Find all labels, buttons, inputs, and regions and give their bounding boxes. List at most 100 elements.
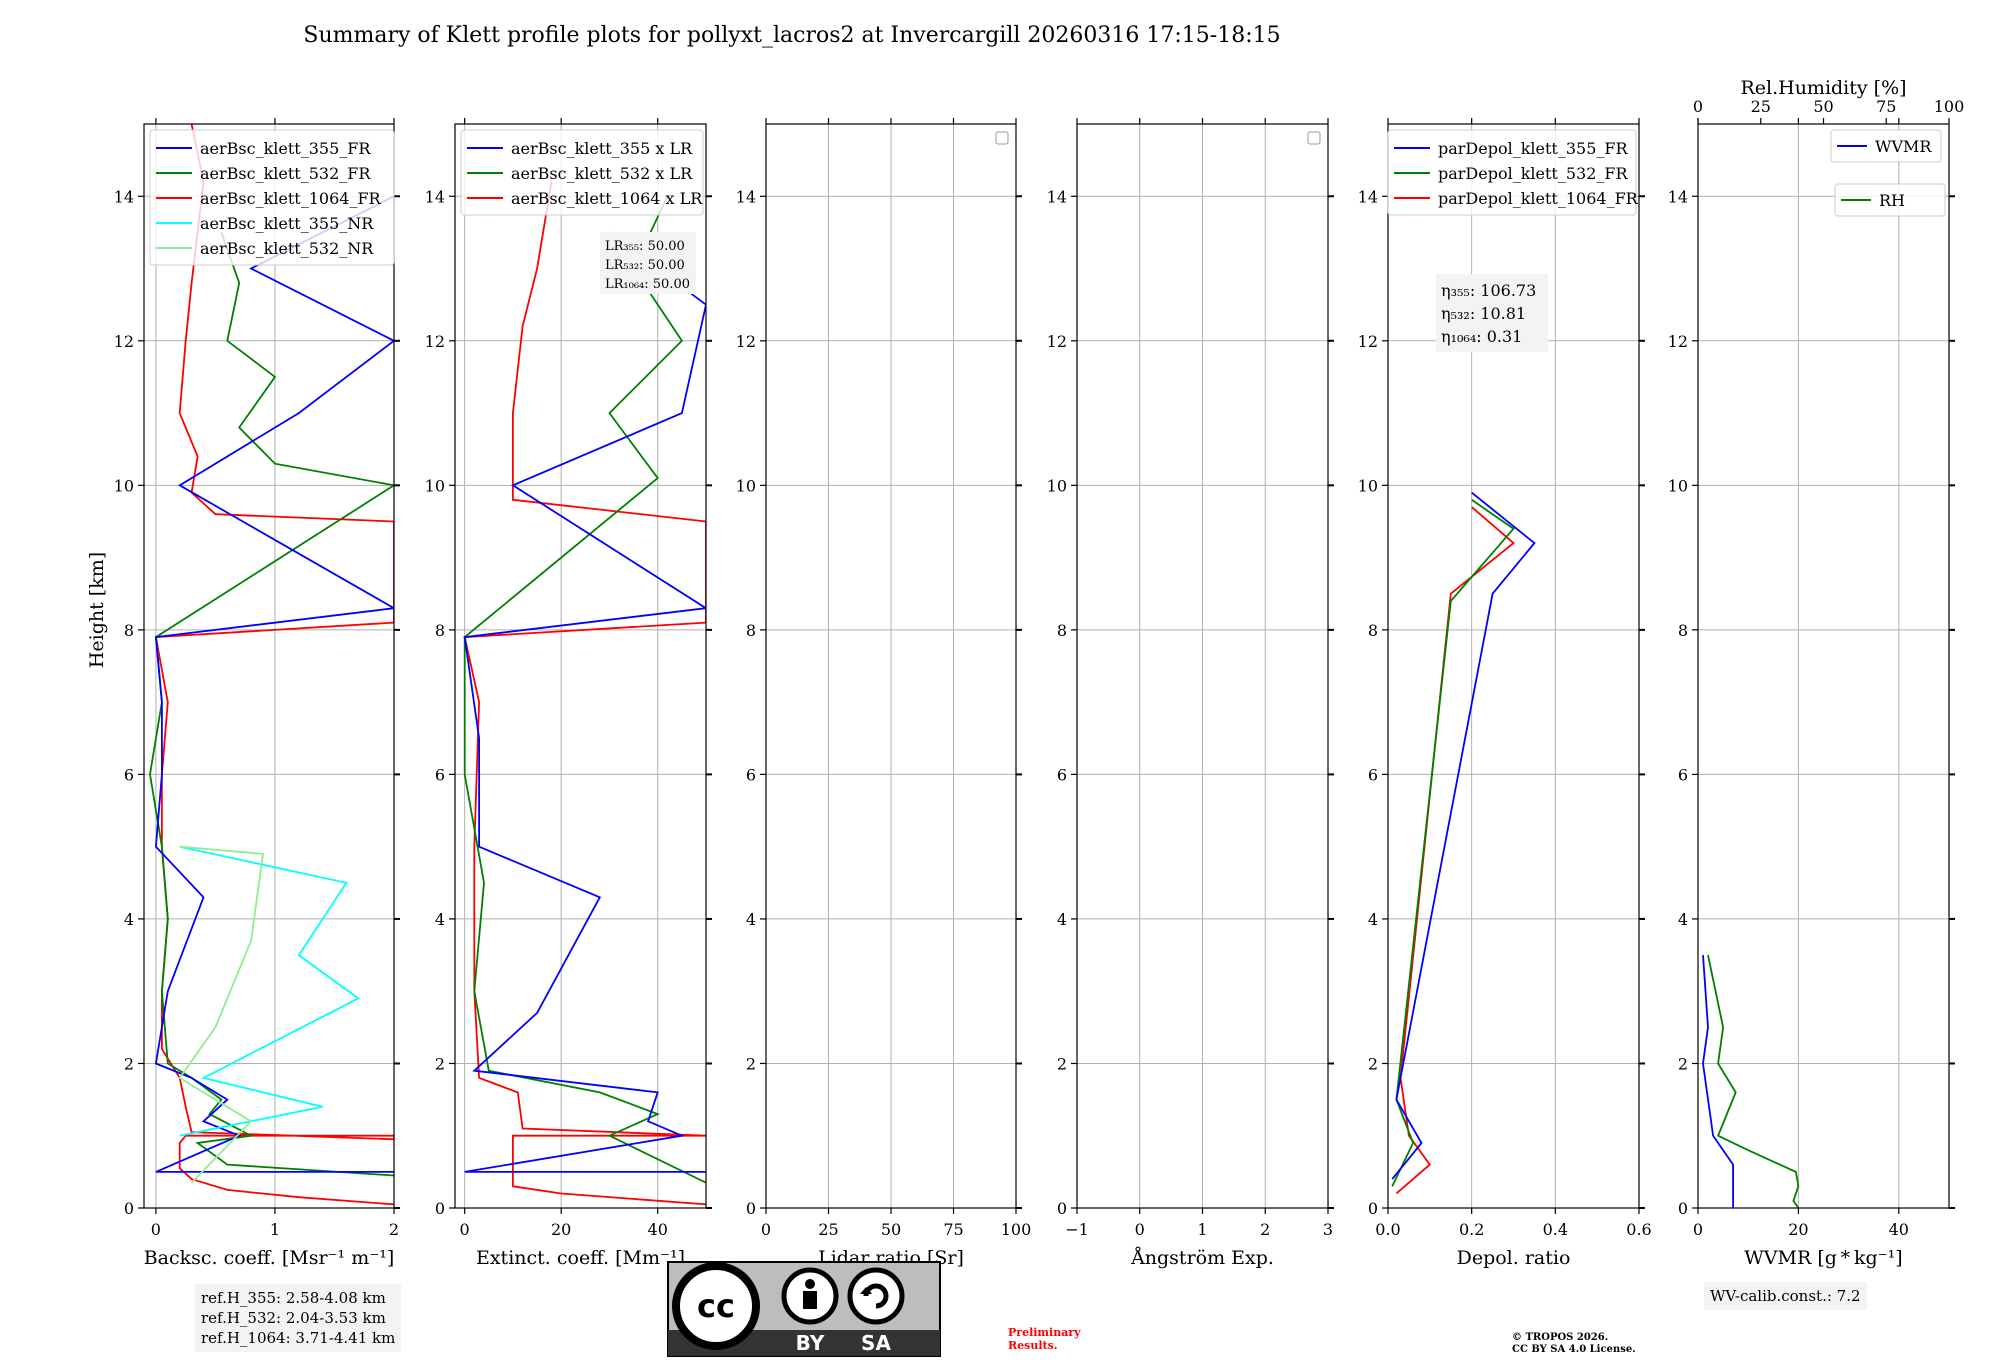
legend-entry: aerBsc_klett_1064 x LR (511, 189, 703, 208)
y-tick-label: 2 (1678, 1054, 1688, 1073)
copyright-note: © TROPOS 2026. CC BY SA 4.0 License. (1512, 1332, 1636, 1356)
y-tick-label: 12 (736, 332, 756, 351)
legend-entry: aerBsc_klett_355_NR (200, 214, 374, 233)
y-tick-label: 14 (425, 187, 445, 206)
legend-entry: WVMR (1875, 137, 1932, 156)
y-tick-label: 6 (1368, 765, 1378, 784)
legend-entry: aerBsc_klett_1064_FR (200, 189, 382, 208)
y-tick-label: 4 (1678, 910, 1688, 929)
series-line-aerBsc_klett_355_NR (179, 845, 361, 1137)
series-line-aerBsc_klett_532_NR (178, 845, 265, 1184)
y-tick-label: 2 (124, 1054, 134, 1073)
x-tick-label: 0 (460, 1220, 470, 1239)
x-tick-label: 2 (1260, 1220, 1270, 1239)
panel-frame (143, 123, 395, 1209)
cc-icon (672, 1262, 760, 1350)
legend-entry: aerBsc_klett_532_NR (200, 239, 374, 258)
series-line-parDepol_klett_532_FR (1391, 499, 1515, 1187)
y-tick-label: 2 (1057, 1054, 1067, 1073)
legend-box (460, 129, 704, 216)
wv-calib-text: WV-calib.const.: 7.2 (1710, 1287, 1861, 1305)
series-line-aerBsc_klett_355 x LR (463, 231, 706, 1173)
panel-series (149, 124, 394, 1206)
x-tick-label: 20 (551, 1220, 571, 1239)
panel-series (463, 181, 706, 1206)
top-tick-label: 0 (1693, 97, 1703, 116)
x-tick-label: 40 (1889, 1220, 1909, 1239)
y-tick-label: 2 (746, 1054, 756, 1073)
series-line-aerBsc_klett_532_FR (149, 232, 394, 1177)
series-line-aerBsc_klett_532 x LR (463, 195, 706, 1184)
legend-box (149, 129, 395, 266)
legend-box (1830, 129, 1942, 163)
top-axis-label: Rel.Humidity [%] (1740, 77, 1906, 99)
x-tick-label: 0.0 (1375, 1220, 1400, 1239)
x-tick-label: 0.4 (1543, 1220, 1568, 1239)
ref-heights-box: ref.H_355: 2.58-4.08 km ref.H_532: 2.04-… (195, 1284, 402, 1352)
y-tick-label: 6 (1678, 765, 1688, 784)
y-tick-label: 8 (1368, 621, 1378, 640)
y-tick-label: 10 (1358, 476, 1378, 495)
x-tick-label: 0 (1693, 1220, 1703, 1239)
y-tick-label: 0 (124, 1199, 134, 1218)
badge-sa-label: SA (861, 1331, 891, 1355)
y-tick-label: 4 (124, 910, 134, 929)
x-tick-label: 0 (151, 1220, 161, 1239)
panel-series (1702, 954, 1800, 1208)
series-line-RH (1707, 954, 1800, 1208)
panel-frame (454, 123, 707, 1209)
y-tick-label: 14 (114, 187, 134, 206)
legend-entry: aerBsc_klett_355 x LR (511, 139, 693, 158)
sa-share-icon (847, 1267, 905, 1325)
svg-text:cc: cc (697, 1287, 735, 1325)
y-tick-label: 8 (746, 621, 756, 640)
y-tick-label: 4 (1057, 910, 1067, 929)
lr-label: LR₅₃₂: 50.00 (605, 258, 685, 273)
y-tick-label: 2 (1368, 1054, 1378, 1073)
y-tick-label: 0 (1678, 1199, 1688, 1218)
empty-legend-icon (1307, 131, 1321, 145)
y-tick-label: 10 (1047, 476, 1067, 495)
lr-label: LR₃₅₅: 50.00 (605, 239, 685, 254)
panel-6: 0 2 4 6 8 10 12 14 0 20 40 WVMR [g * kg⁻¹] 0 25 50 75 10… (1668, 77, 1965, 1269)
x-tick-label: 1 (1197, 1220, 1207, 1239)
x-tick-label: 3 (1323, 1220, 1333, 1239)
panel-frame (1697, 123, 1950, 1209)
copyright-line-1: © TROPOS 2026. (1512, 1332, 1609, 1343)
x-tick-label: 20 (1788, 1220, 1808, 1239)
x-tick-label: 0.6 (1626, 1220, 1651, 1239)
wv-calib-box: WV-calib.const.: 7.2 (1704, 1282, 1867, 1310)
eta-label: η₃₅₅: 106.73 (1441, 281, 1536, 300)
eta-label: η₁₀₆₄: 0.31 (1441, 327, 1522, 346)
top-tick-label: 75 (1876, 97, 1896, 116)
top-tick-label: 100 (1934, 97, 1965, 116)
y-tick-label: 14 (736, 187, 756, 206)
series-line-parDepol_klett_355_FR (1391, 491, 1536, 1180)
copyright-line-2: CC BY SA 4.0 License. (1512, 1344, 1636, 1355)
y-tick-label: 2 (435, 1054, 445, 1073)
y-tick-label: 12 (425, 332, 445, 351)
y-tick-label: 12 (114, 332, 134, 351)
preliminary-line-2: Results. (1008, 1339, 1058, 1352)
y-tick-label: 12 (1047, 332, 1067, 351)
x-tick-label: 0 (761, 1220, 771, 1239)
x-tick-label: 50 (881, 1220, 901, 1239)
y-tick-label: 14 (1047, 187, 1067, 206)
license-badge: cc BY SA (667, 1261, 941, 1357)
y-tick-label: 10 (114, 476, 134, 495)
series-line-parDepol_klett_1064_FR (1395, 506, 1515, 1195)
y-tick-label: 4 (746, 910, 756, 929)
y-tick-label: 4 (1368, 910, 1378, 929)
ref-height-355: ref.H_355: 2.58-4.08 km (201, 1289, 386, 1307)
legend-entry: parDepol_klett_355_FR (1438, 139, 1629, 158)
eta-label: η₅₃₂: 10.81 (1441, 304, 1526, 323)
x-tick-label: 1 (270, 1220, 280, 1239)
ref-height-532: ref.H_532: 2.04-3.53 km (201, 1309, 386, 1327)
y-tick-label: 8 (435, 621, 445, 640)
series-line-aerBsc_klett_355_FR (154, 195, 394, 1173)
legend-box (1387, 129, 1637, 216)
empty-legend-icon (995, 131, 1009, 145)
